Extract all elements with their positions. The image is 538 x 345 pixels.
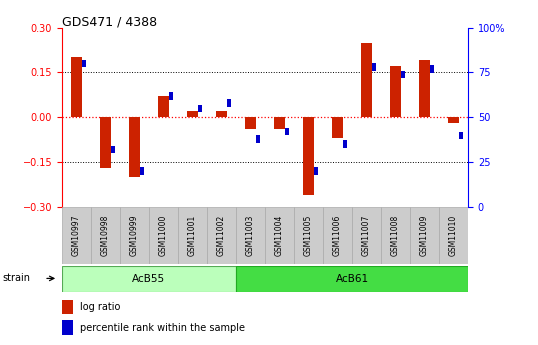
Bar	[303, 117, 314, 195]
Bar	[62, 320, 73, 335]
Text: GSM10998: GSM10998	[101, 215, 110, 256]
Bar	[62, 266, 236, 292]
Bar	[120, 207, 149, 264]
Bar	[294, 207, 323, 264]
Bar	[381, 207, 410, 264]
Bar	[100, 117, 111, 168]
Text: GSM10999: GSM10999	[130, 215, 139, 256]
Bar	[82, 60, 86, 67]
Text: GSM11001: GSM11001	[188, 215, 197, 256]
Text: GDS471 / 4388: GDS471 / 4388	[62, 16, 157, 29]
Text: GSM11006: GSM11006	[333, 215, 342, 256]
Bar	[140, 167, 144, 175]
Bar	[372, 63, 376, 71]
Bar	[236, 207, 265, 264]
Bar	[448, 117, 459, 123]
Bar	[352, 207, 381, 264]
Text: GSM11002: GSM11002	[217, 215, 226, 256]
Bar	[390, 67, 401, 117]
Text: log ratio: log ratio	[80, 302, 121, 312]
Text: GSM11010: GSM11010	[449, 215, 458, 256]
Bar	[419, 60, 430, 117]
Text: GSM11003: GSM11003	[246, 215, 255, 256]
Bar	[62, 299, 73, 314]
Bar	[459, 131, 463, 139]
Bar	[197, 105, 202, 112]
Bar	[332, 117, 343, 138]
Text: GSM11004: GSM11004	[275, 215, 284, 256]
Bar	[62, 207, 91, 264]
Text: strain: strain	[3, 274, 31, 283]
Text: GSM11009: GSM11009	[420, 215, 429, 256]
Bar	[343, 140, 347, 148]
Text: GSM11005: GSM11005	[304, 215, 313, 256]
Bar	[187, 111, 198, 117]
Text: AcB61: AcB61	[336, 274, 369, 284]
Bar	[401, 70, 405, 78]
Bar	[410, 207, 439, 264]
Text: percentile rank within the sample: percentile rank within the sample	[80, 323, 245, 333]
Bar	[168, 92, 173, 99]
Bar	[158, 96, 169, 117]
Bar	[323, 207, 352, 264]
Text: GSM10997: GSM10997	[72, 215, 81, 256]
Bar	[360, 42, 372, 117]
Text: GSM11000: GSM11000	[159, 215, 168, 256]
Bar	[256, 135, 260, 142]
Text: AcB55: AcB55	[132, 274, 166, 284]
Bar	[439, 207, 468, 264]
Bar	[91, 207, 120, 264]
Bar	[129, 117, 140, 177]
Text: GSM11007: GSM11007	[362, 215, 371, 256]
Bar	[216, 111, 227, 117]
Bar	[70, 58, 82, 117]
Bar	[274, 117, 285, 129]
Text: GSM11008: GSM11008	[391, 215, 400, 256]
Bar	[236, 266, 468, 292]
Bar	[207, 207, 236, 264]
Bar	[265, 207, 294, 264]
Bar	[430, 65, 434, 72]
Bar	[111, 146, 115, 153]
Bar	[285, 128, 289, 135]
Bar	[149, 207, 178, 264]
Bar	[314, 167, 318, 175]
Bar	[245, 117, 256, 129]
Bar	[226, 99, 231, 107]
Bar	[178, 207, 207, 264]
